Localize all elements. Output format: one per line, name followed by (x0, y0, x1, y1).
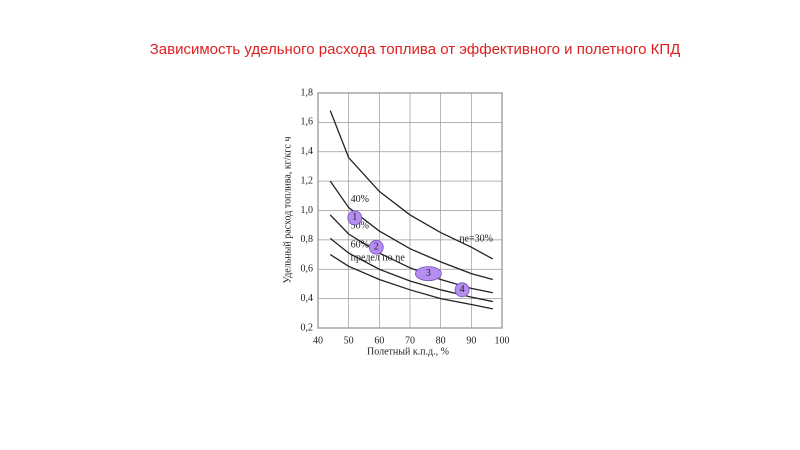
y-axis-label: Удельный расход топлива, кг/кгс ч (282, 137, 293, 284)
curve (329, 254, 493, 310)
y-tick-label: 1,6 (301, 117, 314, 128)
y-tick-label: 1,2 (301, 175, 314, 186)
y-tick-label: 0,6 (301, 264, 314, 275)
y-tick-label: 1,0 (301, 205, 314, 216)
point-marker (454, 282, 470, 298)
y-tick-label: 0,2 (301, 322, 314, 333)
y-tick-label: 1,4 (301, 146, 314, 157)
curve-label: 50% (351, 220, 369, 231)
y-tick-label: 0,4 (301, 293, 314, 304)
curve (329, 214, 493, 294)
point-marker (368, 239, 384, 255)
x-tick-label: 40 (313, 335, 323, 346)
x-tick-label: 90 (466, 335, 476, 346)
x-axis-label: Полетный к.п.д., % (367, 346, 449, 357)
point-label: 1 (352, 212, 357, 223)
point-label: 2 (374, 242, 379, 253)
curve (329, 180, 493, 281)
chart-title: Зависимость удельного расхода топлива от… (149, 41, 681, 58)
x-tick-label: 100 (495, 335, 510, 346)
x-tick-label: 60 (374, 335, 384, 346)
y-tick-label: 0,8 (301, 234, 314, 245)
x-tick-label: 70 (405, 335, 415, 346)
curve-label: 60% (351, 239, 369, 250)
curve-label: ηe=30% (459, 234, 493, 245)
point-label: 4 (460, 284, 465, 295)
curve-label: 40% (351, 194, 369, 205)
point-marker (414, 266, 442, 282)
point-label: 3 (426, 268, 431, 279)
x-tick-label: 80 (436, 335, 446, 346)
curve (329, 110, 494, 260)
point-marker (347, 210, 363, 226)
curve-label: предел по ηе (351, 253, 406, 264)
curve (329, 237, 493, 303)
x-tick-label: 50 (344, 335, 354, 346)
y-tick-label: 1,8 (301, 87, 314, 98)
